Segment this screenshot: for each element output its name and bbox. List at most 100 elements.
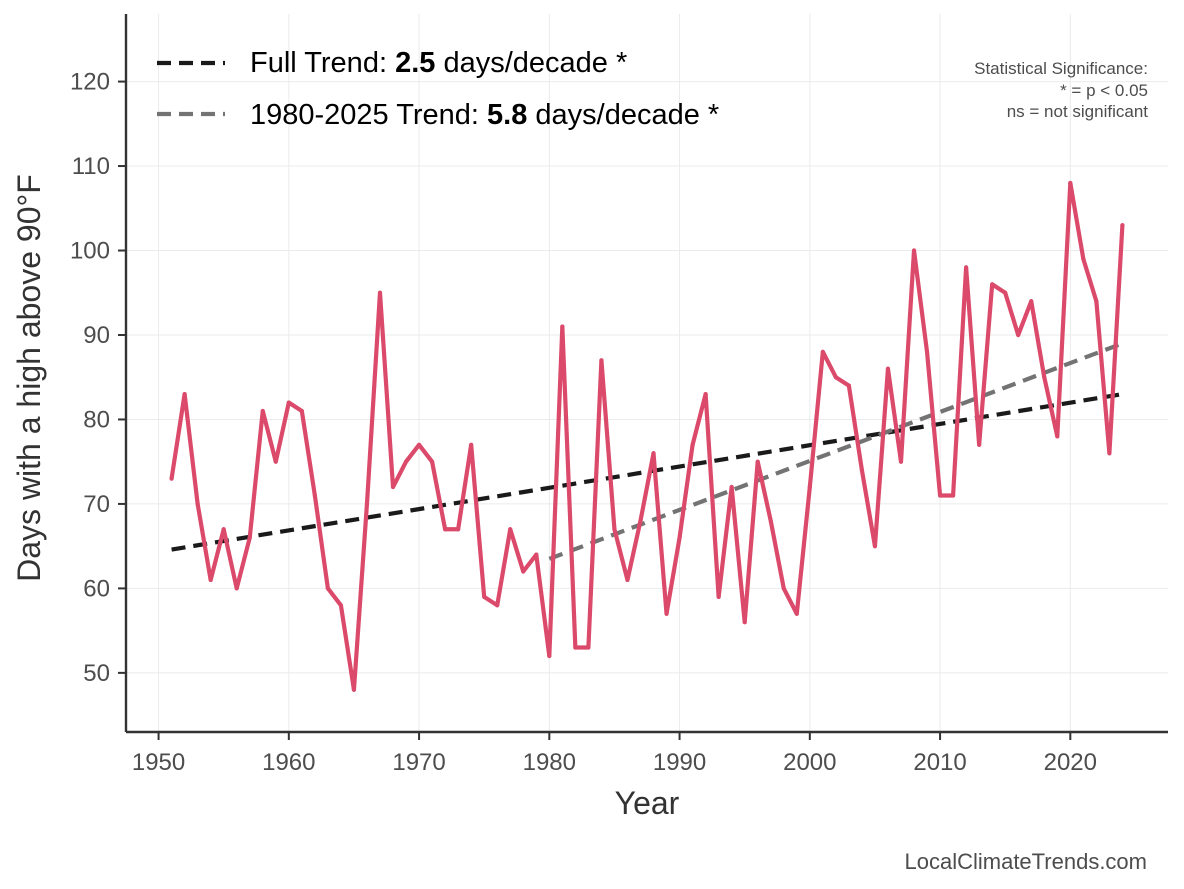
data-point [872,544,878,549]
legend-label-recent-trend: 1980-2025 Trend: 5.8 days/decade * [250,99,719,131]
y-tick-label: 50 [83,660,110,687]
data-point [1107,451,1112,456]
data-point [924,349,930,354]
y-tick-label: 70 [83,491,110,518]
data-points [169,180,1125,692]
legend-recent-trend-value: 5.8 [487,99,527,131]
legend-full-trend-suffix: days/decade * [435,47,627,79]
data-point [273,459,278,464]
data-point [742,620,747,625]
legend-full-trend-prefix: Full Trend: [250,47,395,79]
data-point [1068,180,1073,186]
data-point [755,459,760,464]
data-point [482,594,487,599]
data-point [898,459,904,464]
legend-recent-trend-prefix: 1980-2025 Trend: [250,99,487,131]
trend-lines [171,341,1124,561]
data-point [1003,290,1008,295]
x-tick-label: 1950 [132,749,185,776]
data-point [990,282,995,287]
data-point [208,577,213,583]
data-point [573,645,578,650]
data-point [586,645,591,650]
data-point [703,392,708,397]
source-credit: LocalClimateTrends.com [905,849,1148,874]
data-point [495,603,500,608]
data-point [286,400,291,405]
data-point [859,468,865,473]
x-axis-ticks: 1950 1960 1970 1980 1990 2000 2010 2020 [132,732,1097,776]
data-point [325,586,330,591]
x-tick-label: 2010 [913,749,966,776]
data-point [195,501,200,507]
data-point [690,442,695,447]
x-tick-label: 1990 [653,749,706,776]
data-point [1029,299,1034,304]
data-point [677,535,682,540]
data-point [312,493,317,498]
data-point [1042,375,1047,380]
significance-ns: ns = not significant [1007,102,1149,121]
data-point [950,493,956,498]
data-point [1081,256,1086,262]
data-point [377,290,383,295]
data-point [351,687,357,692]
data-point [221,527,226,532]
data-point [911,248,917,253]
data-point [1120,223,1125,228]
data-point [364,501,370,507]
y-tick-label: 80 [83,406,110,433]
data-point [390,484,396,490]
data-point [977,442,982,447]
x-tick-label: 2020 [1044,749,1097,776]
data-point [794,611,799,616]
y-axis-ticks: 50 60 70 80 90 100 110 120 [70,69,126,687]
data-point [182,392,187,397]
data-point [403,459,409,464]
data-point [729,484,734,490]
x-tick-label: 1960 [262,749,315,776]
full-trend-line [171,392,1123,552]
data-point [338,603,344,608]
data-point [807,484,812,490]
data-point [651,451,656,456]
data-point [885,366,891,371]
data-point [547,653,552,659]
data-point [469,442,474,447]
data-point [1055,434,1060,439]
data-point [234,586,239,591]
data-point [416,442,422,447]
data-point [560,324,565,329]
legend-full-trend-value: 2.5 [395,47,435,79]
y-axis-title: Days with a high above 90°F [11,174,47,582]
data-point [1094,299,1099,304]
data-point [638,518,643,523]
legend: Full Trend: 2.5 days/decade * 1980-2025 … [157,47,719,131]
data-point [833,375,838,380]
significance-note: Statistical Significance: * = p < 0.05 n… [974,59,1148,121]
significance-threshold: * = p < 0.05 [1060,81,1148,100]
grid [126,14,1168,732]
y-tick-label: 90 [83,322,110,349]
x-tick-label: 2000 [783,749,836,776]
x-tick-label: 1980 [523,749,576,776]
data-point [781,586,786,591]
data-point [260,408,265,414]
data-point [443,527,448,532]
data-point [846,383,851,388]
data-point [521,569,526,574]
data-point [1016,332,1021,338]
data-point [716,594,721,599]
data-point [534,552,539,557]
data-point [456,527,461,532]
significance-title: Statistical Significance: [974,59,1148,78]
data-point [299,408,304,414]
data-point [612,527,617,532]
y-tick-label: 110 [72,153,110,180]
data-point [429,459,435,464]
y-tick-label: 100 [70,238,110,265]
data-point [625,577,630,583]
data-point [664,611,669,616]
data-point [169,476,174,481]
